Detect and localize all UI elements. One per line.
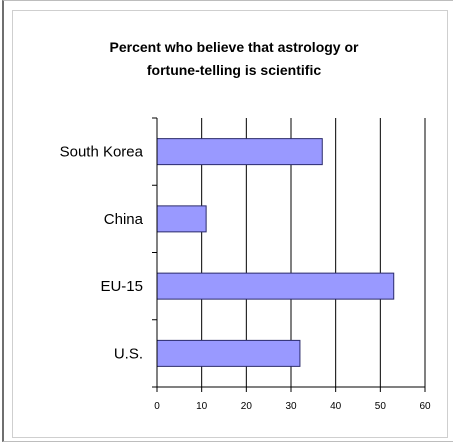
x-tick-label: 50 xyxy=(375,401,387,412)
bar xyxy=(156,138,323,166)
bar xyxy=(156,339,301,367)
x-tick-label: 30 xyxy=(285,401,297,412)
category-label: EU-15 xyxy=(100,278,143,295)
chart-title-line-2: fortune-telling is scientific xyxy=(146,62,322,78)
chart-title-line-1: Percent who believe that astrology or xyxy=(109,39,359,55)
x-tick-label: 40 xyxy=(330,401,342,412)
x-tick-label: 0 xyxy=(154,401,160,412)
chart-title: Percent who believe that astrology or fo… xyxy=(24,36,444,82)
category-label: China xyxy=(104,211,144,228)
x-tick-label: 60 xyxy=(419,401,431,412)
chart-area-border xyxy=(12,10,448,438)
bar xyxy=(156,205,207,233)
x-tick-label: 10 xyxy=(196,401,208,412)
x-tick-label: 20 xyxy=(241,401,253,412)
category-label: South Korea xyxy=(60,144,144,161)
bar xyxy=(156,272,395,300)
category-label: U.S. xyxy=(114,345,143,362)
